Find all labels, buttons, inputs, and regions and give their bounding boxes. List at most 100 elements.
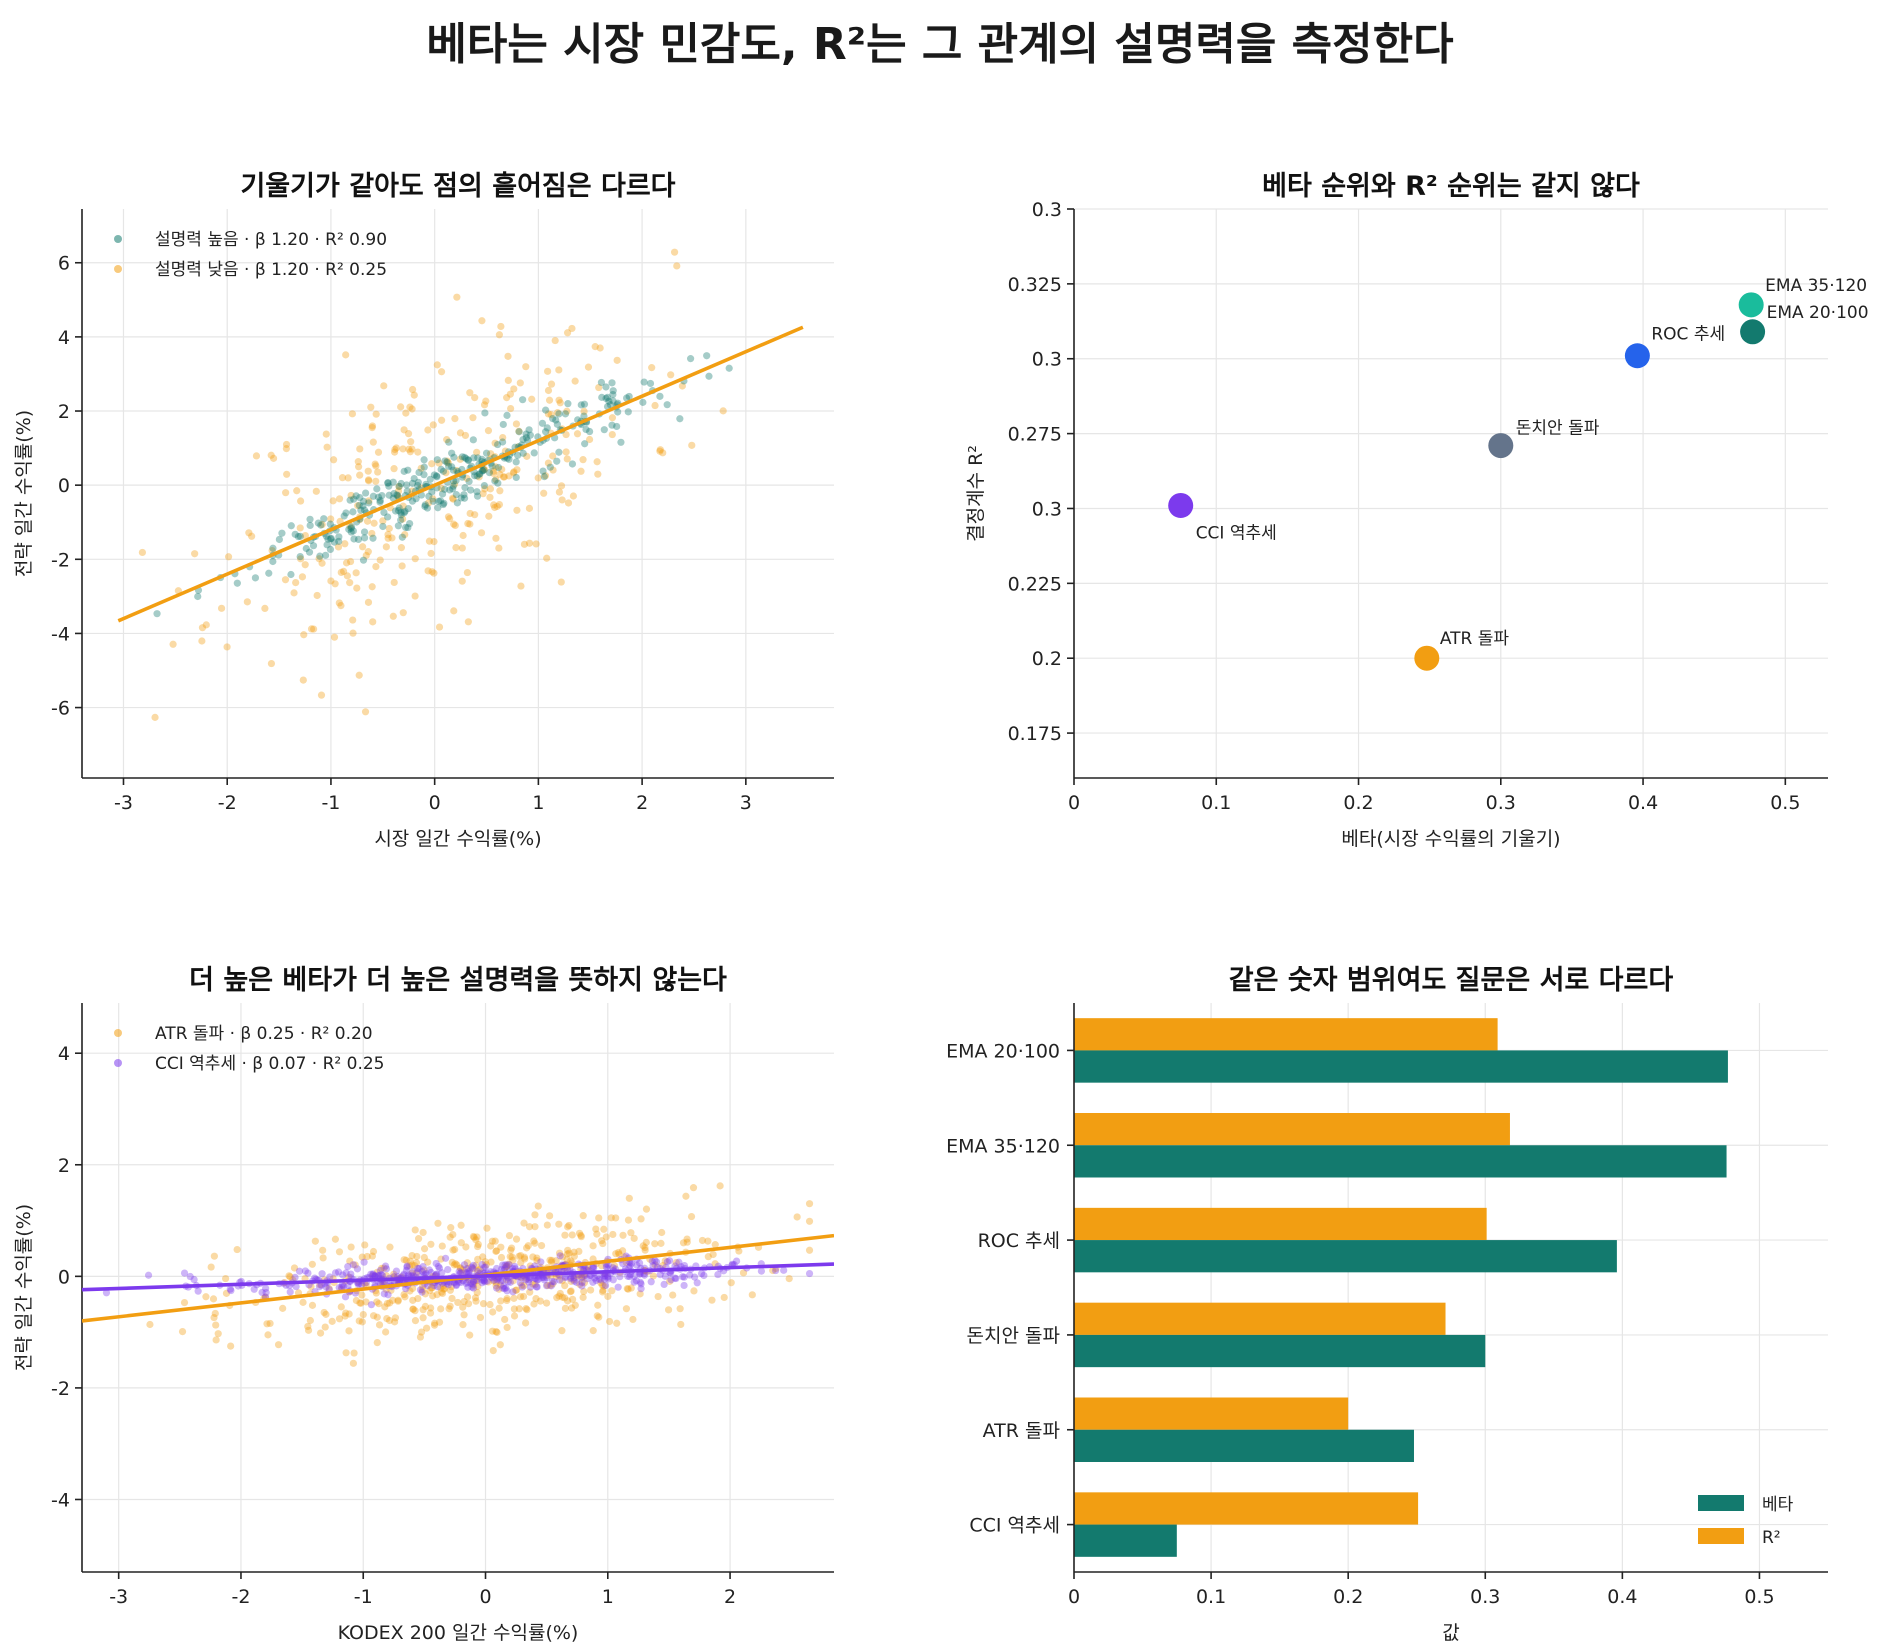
scatter-point bbox=[511, 1262, 519, 1271]
scatter-point bbox=[525, 504, 534, 512]
strategy-point bbox=[1488, 433, 1514, 459]
scatter-point bbox=[448, 1258, 456, 1267]
scatter-point bbox=[414, 1264, 422, 1273]
scatter-point bbox=[587, 1286, 595, 1294]
scatter-point bbox=[530, 1300, 538, 1308]
scatter-point bbox=[191, 550, 199, 558]
scatter-point bbox=[543, 1281, 552, 1290]
scatter-point bbox=[430, 569, 438, 577]
scatter-point bbox=[178, 1328, 187, 1336]
scatter-point bbox=[532, 1275, 540, 1283]
scatter-point bbox=[703, 352, 711, 360]
scatter-point bbox=[456, 1264, 464, 1272]
scatter-point bbox=[296, 532, 304, 540]
scatter-point bbox=[585, 435, 594, 444]
scatter-point bbox=[493, 502, 501, 511]
scatter-point bbox=[416, 1286, 425, 1294]
scatter-point bbox=[415, 468, 423, 477]
scatter-point bbox=[430, 1321, 439, 1329]
x-tick-label: 0.3 bbox=[1470, 1586, 1500, 1608]
scatter-point bbox=[474, 454, 482, 462]
scatter-point bbox=[468, 1263, 476, 1271]
scatter-point bbox=[469, 1232, 478, 1241]
scatter-point bbox=[599, 1239, 607, 1248]
scatter-point bbox=[211, 1309, 219, 1318]
scatter-point bbox=[538, 419, 547, 427]
scatter-point bbox=[497, 322, 505, 331]
scatter-point bbox=[680, 1273, 688, 1281]
scatter-point bbox=[361, 708, 370, 716]
panel-title: 같은 숫자 범위여도 질문은 서로 다르다 bbox=[1229, 965, 1674, 996]
legend-label: CCI 역추세 · β 0.07 · R² 0.25 bbox=[155, 1054, 385, 1074]
scatter-point bbox=[522, 1275, 530, 1283]
scatter-point bbox=[673, 262, 681, 270]
scatter-point bbox=[455, 1268, 463, 1276]
scatter-point bbox=[374, 448, 383, 456]
scatter-point bbox=[510, 1294, 518, 1302]
scatter-point bbox=[478, 466, 486, 475]
scatter-point bbox=[457, 1269, 465, 1277]
scatter-point bbox=[466, 1331, 474, 1339]
scatter-point bbox=[491, 477, 499, 485]
bar-r2 bbox=[1074, 1113, 1510, 1146]
scatter-point bbox=[427, 549, 435, 558]
scatter-point bbox=[469, 1265, 477, 1273]
scatter-point bbox=[589, 1278, 597, 1286]
scatter-point bbox=[473, 448, 481, 456]
scatter-point bbox=[429, 421, 437, 429]
scatter-point bbox=[495, 1304, 503, 1312]
scatter-point bbox=[330, 633, 339, 641]
category-label: EMA 20·100 bbox=[946, 1040, 1060, 1062]
scatter-point bbox=[495, 331, 503, 339]
scatter-point bbox=[382, 1328, 390, 1336]
scatter-point bbox=[462, 1279, 470, 1287]
scatter-point bbox=[529, 1280, 537, 1288]
scatter-point bbox=[368, 1252, 377, 1260]
scatter-point bbox=[390, 578, 398, 587]
scatter-point bbox=[310, 625, 318, 633]
scatter-point bbox=[413, 1252, 421, 1261]
scatter-point bbox=[233, 579, 241, 587]
scatter-point bbox=[577, 401, 585, 409]
scatter-point bbox=[435, 459, 443, 467]
scatter-point bbox=[408, 479, 417, 487]
scatter-point bbox=[656, 447, 664, 455]
scatter-point bbox=[497, 1243, 505, 1251]
scatter-point bbox=[580, 412, 588, 420]
scatter-point bbox=[437, 484, 445, 492]
scatter-point bbox=[421, 502, 429, 511]
scatter-point bbox=[670, 248, 679, 256]
scatter-point bbox=[690, 1287, 698, 1295]
scatter-point bbox=[346, 557, 355, 566]
scatter-point bbox=[411, 592, 419, 600]
scatter-point bbox=[627, 1229, 635, 1237]
scatter-point bbox=[474, 1266, 482, 1274]
scatter-point bbox=[564, 1223, 572, 1231]
scatter-point bbox=[430, 537, 438, 546]
scatter-point bbox=[369, 534, 377, 542]
x-tick-label: -2 bbox=[231, 1586, 250, 1608]
scatter-point bbox=[546, 1281, 554, 1290]
scatter-point bbox=[578, 1273, 586, 1281]
scatter-point bbox=[394, 522, 402, 530]
scatter-point bbox=[441, 485, 449, 493]
scatter-point bbox=[330, 538, 338, 546]
scatter-point bbox=[469, 414, 477, 422]
scatter-point bbox=[403, 1262, 411, 1270]
scatter-point bbox=[618, 1247, 627, 1255]
scatter-point bbox=[451, 1260, 459, 1268]
scatter-point bbox=[492, 463, 500, 471]
scatter-point bbox=[592, 1225, 600, 1233]
scatter-point bbox=[153, 610, 161, 618]
scatter-point bbox=[368, 583, 376, 591]
scatter-point bbox=[340, 512, 348, 520]
scatter-point bbox=[480, 465, 489, 474]
scatter-point bbox=[593, 1230, 601, 1238]
scatter-point bbox=[373, 1339, 381, 1347]
scatter-point bbox=[392, 444, 400, 452]
scatter-point bbox=[438, 1289, 447, 1298]
scatter-point bbox=[660, 1280, 668, 1289]
scatter-point bbox=[397, 544, 406, 552]
scatter-point bbox=[577, 1233, 585, 1241]
scatter-point bbox=[626, 1259, 634, 1267]
